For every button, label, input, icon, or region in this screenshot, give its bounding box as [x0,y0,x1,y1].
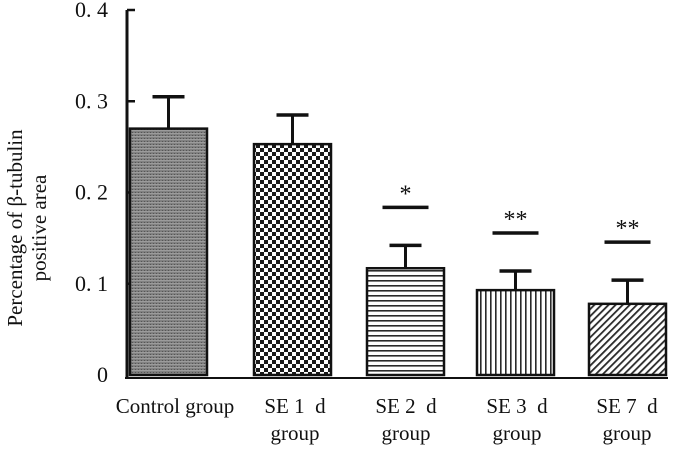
bar [475,288,556,377]
significance-marker: ** [504,207,528,233]
labels: Control group SE 1 d group SE 2 d group SE 3 … [116,394,658,445]
y-tick-label: 0. 2 [75,180,108,205]
x-category-label: Control group [116,394,234,418]
x-category-label: SE 1 d [264,394,326,418]
y-axis-label: Percentage of β-tubulin [3,129,27,327]
bar [252,142,333,377]
x-category-label: SE 2 d [375,394,437,418]
x-category-label: group [493,421,542,445]
significance-marker: * [400,181,412,207]
axes: 0 0. 1 0. 2 0. 3 0. 4 Percentage of β-tubulin… [3,0,668,387]
bar [365,266,446,377]
y-tick-label: 0. 1 [75,271,108,296]
y-tick-label: 0. 3 [75,88,108,113]
bar [128,127,209,377]
significance-marker: ** [616,216,640,242]
y-axis-label: positive area [27,174,51,281]
x-category-label: group [382,421,431,445]
x-category-label: group [603,421,652,445]
y-tick-label: 0 [97,362,108,387]
x-category-label: SE 3 d [486,394,548,418]
x-category-label: SE 7 d [596,394,658,418]
y-tick-label: 0. 4 [75,0,108,22]
x-category-label: group [271,421,320,445]
bars: *** ** [128,94,668,377]
bar [587,302,668,377]
